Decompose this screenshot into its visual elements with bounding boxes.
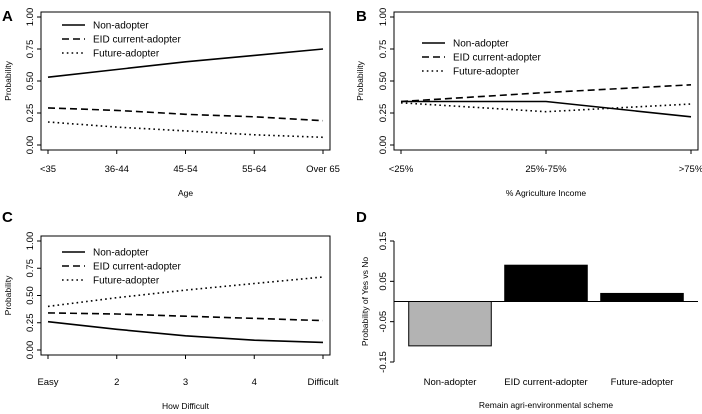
legend: Non-adopter EID current-adopter Future-ado… bbox=[62, 248, 181, 287]
bar-future-adopter bbox=[600, 292, 684, 302]
y-tick-label: 0.50 bbox=[25, 72, 36, 91]
panel-letter: B bbox=[356, 8, 367, 25]
legend-label: Non-adopter bbox=[453, 39, 509, 50]
plot-frame bbox=[40, 11, 331, 151]
x-axis-label: How Difficult bbox=[162, 401, 210, 411]
x-tick-label: 36-44 bbox=[105, 164, 129, 175]
series-line-eid-current-adopter bbox=[47, 312, 324, 322]
x-tick-label: 25%-75% bbox=[525, 164, 567, 175]
x-tick-label: EID current-adopter bbox=[504, 377, 587, 388]
x-axis-label: Age bbox=[178, 188, 193, 198]
y-tick-label: 0.15 bbox=[378, 232, 389, 251]
y-axis-label: Probability bbox=[3, 60, 13, 100]
series-line-eid-current-adopter bbox=[400, 84, 692, 103]
y-tick-label: 0.75 bbox=[378, 40, 389, 59]
legend-label: EID current-adopter bbox=[93, 262, 181, 273]
bar-eid-current-adopter bbox=[504, 264, 588, 303]
x-tick-label: Non-adopter bbox=[424, 377, 477, 388]
x-tick-label: Future-adopter bbox=[611, 377, 674, 388]
x-tick-label: Easy bbox=[37, 377, 58, 388]
panel-C: C 0.00 0.25 0.50 0.75 1.00 Easy 2 3 4 Difficult How… bbox=[2, 209, 339, 411]
y-tick-label: 0.25 bbox=[378, 104, 389, 123]
legend-label: EID current-adopter bbox=[453, 53, 541, 64]
y-tick-label: 0.75 bbox=[25, 259, 36, 278]
legend-label: Non-adopter bbox=[93, 21, 149, 32]
plot-frame bbox=[40, 235, 331, 356]
y-tick-label: 1.00 bbox=[25, 8, 36, 27]
plot-frame bbox=[393, 11, 699, 151]
y-tick-label: 1.00 bbox=[25, 232, 36, 251]
bar-non-adopter bbox=[408, 301, 492, 347]
y-tick-label: 0.75 bbox=[25, 40, 36, 59]
x-tick-label: <25% bbox=[389, 164, 414, 175]
panel-A: A 0.00 0.25 0.50 0.75 1.00 <35 36-44 45-54 55-64 O… bbox=[2, 8, 340, 198]
x-tick-label: 2 bbox=[114, 377, 119, 388]
x-axis-label: Remain agri-environmental scheme bbox=[479, 400, 613, 410]
y-tick-label: 0.25 bbox=[25, 104, 36, 123]
legend: Non-adopter EID current-adopter Future-ado… bbox=[422, 39, 541, 78]
x-tick-label: 3 bbox=[183, 377, 188, 388]
x-axis-label: % Agriculture Income bbox=[506, 188, 587, 198]
x-tick-label: 55-64 bbox=[242, 164, 266, 175]
x-tick-label: Over 65 bbox=[306, 164, 340, 175]
y-tick-label: 0.05 bbox=[378, 272, 389, 291]
legend-label: Future-adopter bbox=[453, 67, 520, 78]
y-axis-label: Probability bbox=[355, 60, 365, 100]
y-axis-label: Probability of Yes vs No bbox=[360, 257, 370, 347]
series-line-eid-current-adopter bbox=[47, 107, 324, 122]
series-line-non-adopter bbox=[47, 320, 324, 344]
legend: Non-adopter EID current-adopter Future-ado… bbox=[62, 21, 181, 60]
y-tick-label: 0.00 bbox=[25, 341, 36, 360]
legend-label: Future-adopter bbox=[93, 49, 160, 60]
y-tick-label: 0.00 bbox=[378, 136, 389, 155]
x-tick-label: 4 bbox=[252, 377, 257, 388]
x-tick-label: <35 bbox=[40, 164, 56, 175]
x-tick-label: >75% bbox=[679, 164, 702, 175]
series-line-future-adopter bbox=[47, 276, 324, 308]
panel-B: B 0.00 0.25 0.50 0.75 1.00 <25% 25%-75% >75% % Ag… bbox=[355, 8, 702, 198]
panel-D: D -0.15 -0.05 0.05 0.15 Non-adopter EID curren… bbox=[356, 209, 698, 410]
legend-label: Future-adopter bbox=[93, 276, 160, 287]
x-tick-label: 45-54 bbox=[173, 164, 197, 175]
series-line-non-adopter bbox=[47, 48, 324, 78]
y-tick-label: -0.15 bbox=[378, 351, 389, 373]
y-tick-label: 0.50 bbox=[25, 286, 36, 305]
y-tick-label: 0.50 bbox=[378, 72, 389, 91]
x-tick-label: Difficult bbox=[308, 377, 339, 388]
legend-label: Non-adopter bbox=[93, 248, 149, 259]
series-line-non-adopter bbox=[401, 100, 692, 118]
panel-letter: A bbox=[2, 8, 13, 25]
series-line-future-adopter bbox=[400, 102, 692, 113]
y-tick-label: 0.25 bbox=[25, 314, 36, 333]
y-tick-label: 1.00 bbox=[378, 8, 389, 27]
y-tick-label: -0.05 bbox=[378, 311, 389, 333]
y-axis-label: Probability bbox=[3, 275, 13, 315]
series-line-future-adopter bbox=[47, 121, 324, 139]
panel-letter: D bbox=[356, 209, 367, 226]
y-tick-label: 0.00 bbox=[25, 136, 36, 155]
legend-label: EID current-adopter bbox=[93, 35, 181, 46]
panel-letter: C bbox=[2, 209, 13, 226]
